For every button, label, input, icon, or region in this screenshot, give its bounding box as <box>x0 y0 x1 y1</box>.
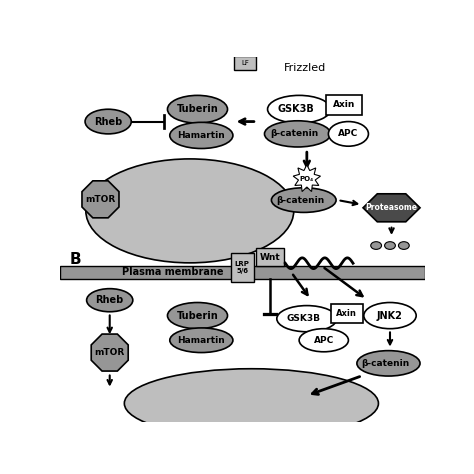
Text: Tuberin: Tuberin <box>177 310 219 320</box>
Text: JNK2: JNK2 <box>377 310 403 320</box>
Text: Frizzled: Frizzled <box>284 63 326 73</box>
Text: Plasma membrane: Plasma membrane <box>122 267 224 277</box>
Polygon shape <box>91 334 128 371</box>
Ellipse shape <box>399 242 409 249</box>
Ellipse shape <box>277 306 337 332</box>
Text: β-catenin: β-catenin <box>361 359 410 368</box>
Text: Hamartin: Hamartin <box>177 336 225 345</box>
Text: GSK3B: GSK3B <box>278 104 314 114</box>
Text: Hamartin: Hamartin <box>177 131 225 140</box>
Text: β-catenin: β-catenin <box>270 129 319 138</box>
Text: APC: APC <box>338 129 358 138</box>
Polygon shape <box>293 164 320 191</box>
Polygon shape <box>82 181 119 218</box>
Ellipse shape <box>272 188 336 212</box>
Ellipse shape <box>364 302 416 328</box>
Text: B: B <box>70 252 82 267</box>
Ellipse shape <box>328 121 368 146</box>
Text: Axin: Axin <box>337 309 357 318</box>
Text: Rheb: Rheb <box>94 117 122 127</box>
FancyBboxPatch shape <box>235 56 256 70</box>
Ellipse shape <box>170 328 233 353</box>
Ellipse shape <box>264 121 331 147</box>
Ellipse shape <box>85 109 131 134</box>
FancyBboxPatch shape <box>256 248 284 266</box>
Ellipse shape <box>267 95 331 123</box>
Text: Tuberin: Tuberin <box>177 104 219 114</box>
Text: Proteasome: Proteasome <box>365 203 418 212</box>
Ellipse shape <box>357 351 420 376</box>
Text: Wnt: Wnt <box>259 253 280 262</box>
Polygon shape <box>363 194 420 222</box>
Ellipse shape <box>87 289 133 312</box>
Ellipse shape <box>299 328 348 352</box>
Ellipse shape <box>384 242 395 249</box>
Text: APC: APC <box>314 336 334 345</box>
Text: LRP
5/6: LRP 5/6 <box>235 261 250 274</box>
Ellipse shape <box>167 302 228 328</box>
Ellipse shape <box>371 242 382 249</box>
Ellipse shape <box>86 159 294 263</box>
FancyBboxPatch shape <box>326 95 362 115</box>
Ellipse shape <box>167 95 228 123</box>
Ellipse shape <box>124 369 378 438</box>
Text: LF: LF <box>241 60 249 66</box>
Text: GSK3B: GSK3B <box>287 314 321 323</box>
FancyBboxPatch shape <box>331 304 363 322</box>
Text: mTOR: mTOR <box>85 195 116 204</box>
Text: PO₄: PO₄ <box>300 175 314 182</box>
Text: Axin: Axin <box>333 100 355 109</box>
Text: Rheb: Rheb <box>96 295 124 305</box>
Ellipse shape <box>170 122 233 148</box>
Text: mTOR: mTOR <box>95 348 125 357</box>
Text: β-catenin: β-catenin <box>276 196 325 205</box>
FancyBboxPatch shape <box>61 266 425 279</box>
FancyBboxPatch shape <box>231 253 254 283</box>
